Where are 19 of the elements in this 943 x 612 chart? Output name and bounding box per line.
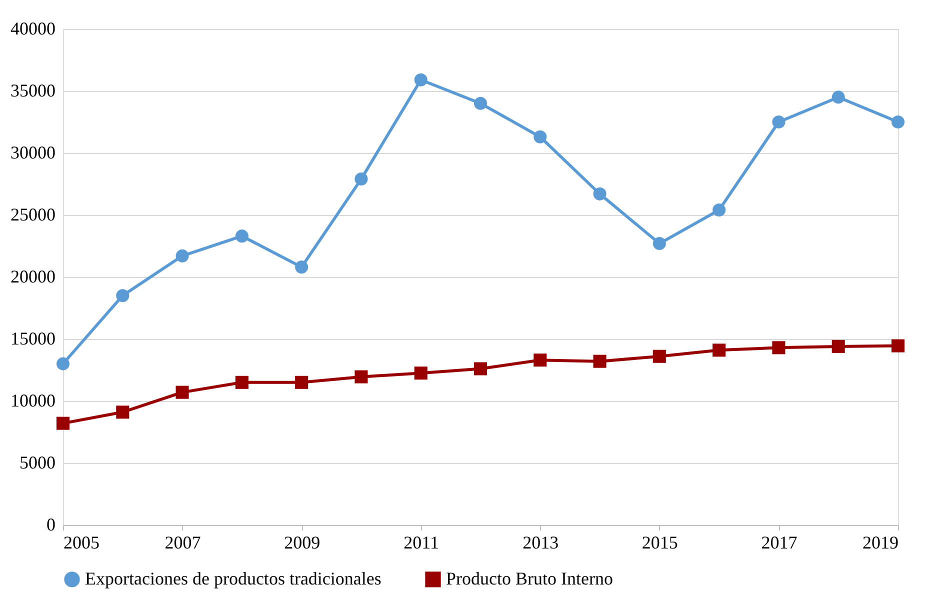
x-tick-label: 2007 bbox=[164, 532, 201, 552]
x-tick-label: 2015 bbox=[642, 532, 678, 552]
legend-label: Exportaciones de productos tradicionales bbox=[85, 568, 382, 588]
x-tick-label: 2013 bbox=[522, 532, 559, 552]
y-tick-label: 25000 bbox=[10, 204, 56, 224]
x-tick-label: 2019 bbox=[862, 532, 898, 552]
y-tick-label: 30000 bbox=[10, 142, 56, 162]
x-tick-label: 2009 bbox=[284, 532, 320, 552]
y-tick-label: 35000 bbox=[10, 80, 56, 100]
x-tick-label: 2017 bbox=[761, 532, 798, 552]
x-tick-label: 2011 bbox=[404, 532, 440, 552]
x-tick-label: 2005 bbox=[64, 532, 100, 552]
y-tick-label: 15000 bbox=[10, 328, 56, 348]
y-tick-label: 10000 bbox=[10, 390, 56, 410]
y-tick-label: 20000 bbox=[10, 266, 56, 286]
legend-label: Producto Bruto Interno bbox=[446, 568, 613, 588]
y-tick-label: 5000 bbox=[20, 452, 56, 472]
y-tick-label: 40000 bbox=[10, 18, 56, 38]
y-tick-label: 0 bbox=[46, 514, 56, 534]
